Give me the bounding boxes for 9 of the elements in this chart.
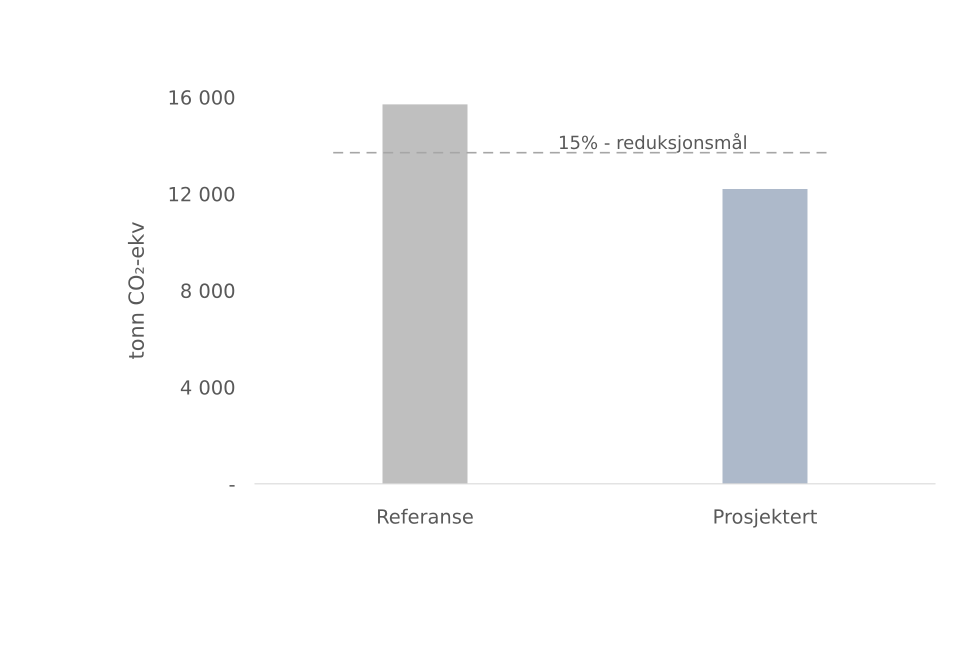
- y-tick-label: 12 000: [170, 186, 234, 202]
- y-tick-label: 8 000: [181, 283, 234, 298]
- y-axis-title: tonn CO₂-ekv: [128, 222, 144, 359]
- ref-line-label: 15% - reduksjonsmål: [560, 133, 746, 153]
- y-tick-label: 16 000: [170, 90, 234, 105]
- y-tick-label: 4 000: [180, 380, 234, 395]
- x-tick-label: Prosjektert: [714, 508, 817, 528]
- y-tick-label: -: [229, 485, 235, 487]
- x-tick-label: Referanse: [378, 508, 473, 524]
